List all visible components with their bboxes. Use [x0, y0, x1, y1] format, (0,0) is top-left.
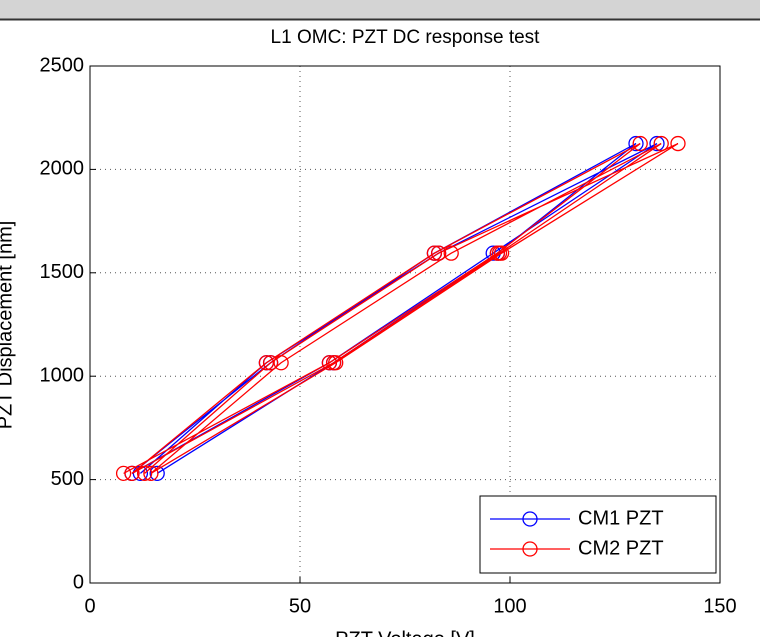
- y-tick-label: 500: [51, 468, 84, 490]
- y-tick-label: 2500: [40, 54, 85, 76]
- window-bar: [0, 0, 760, 19]
- data-point: [653, 135, 669, 152]
- x-tick-label: 100: [493, 595, 526, 617]
- data-point: [493, 245, 510, 261]
- data-point: [149, 465, 165, 482]
- data-point: [115, 465, 132, 482]
- data-point: [649, 135, 665, 152]
- x-tick-label: 0: [84, 595, 95, 617]
- legend-marker: [522, 511, 538, 527]
- data-point: [258, 355, 275, 371]
- y-tick-label: 2000: [40, 158, 85, 180]
- data-point: [628, 135, 644, 152]
- data-point: [430, 245, 447, 261]
- data-point: [124, 465, 140, 482]
- data-point: [632, 135, 648, 152]
- chart-title: L1 OMC: PZT DC response test: [271, 27, 541, 48]
- series-line: [123, 142, 679, 474]
- y-axis-label: PZT Displacement [nm]: [0, 221, 16, 430]
- plot-frame: [89, 65, 721, 584]
- data-point: [670, 135, 686, 152]
- data-point: [328, 355, 344, 371]
- data-point: [262, 355, 279, 371]
- legend-label: CM1 PZT: [578, 507, 664, 529]
- legend-box: [479, 495, 717, 574]
- data-point: [143, 465, 159, 482]
- y-tick-label: 0: [73, 571, 84, 593]
- data-point: [136, 465, 153, 482]
- y-tick-label: 1500: [40, 261, 85, 283]
- legend-label: CM2 PZT: [578, 537, 664, 559]
- data-point: [321, 355, 338, 371]
- data-point: [426, 245, 443, 261]
- x-tick-label: 50: [289, 595, 311, 617]
- x-tick-label: 150: [703, 595, 736, 617]
- legend-marker: [522, 541, 538, 557]
- x-axis-label: PZT Voltage [V]: [335, 628, 475, 637]
- data-point: [443, 245, 459, 261]
- data-point: [273, 355, 289, 371]
- y-tick-label: 1000: [40, 364, 85, 386]
